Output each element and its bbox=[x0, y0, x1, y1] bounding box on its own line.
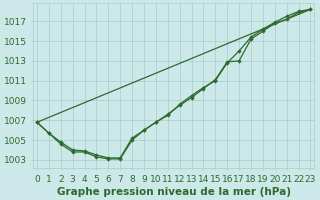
X-axis label: Graphe pression niveau de la mer (hPa): Graphe pression niveau de la mer (hPa) bbox=[57, 187, 291, 197]
